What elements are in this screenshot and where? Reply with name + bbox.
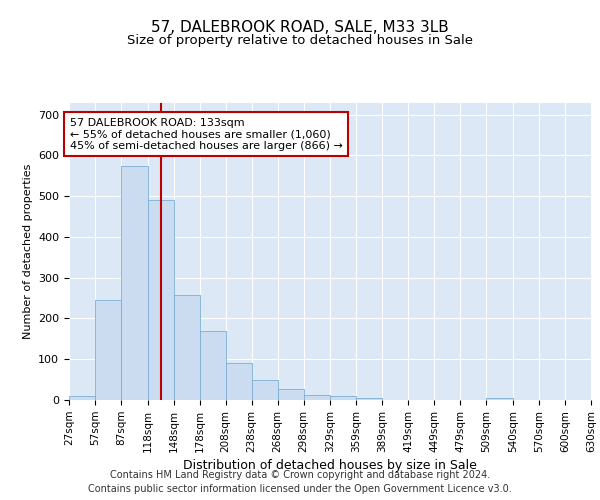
Bar bbox=[69, 396, 95, 400]
Bar bbox=[121, 166, 148, 400]
Text: Contains HM Land Registry data © Crown copyright and database right 2024.: Contains HM Land Registry data © Crown c… bbox=[110, 470, 490, 480]
X-axis label: Distribution of detached houses by size in Sale: Distribution of detached houses by size … bbox=[183, 459, 477, 472]
Text: 57 DALEBROOK ROAD: 133sqm
← 55% of detached houses are smaller (1,060)
45% of se: 57 DALEBROOK ROAD: 133sqm ← 55% of detac… bbox=[70, 118, 343, 151]
Bar bbox=[226, 362, 251, 400]
Bar bbox=[174, 295, 200, 400]
Bar bbox=[251, 380, 278, 400]
Bar bbox=[331, 396, 356, 400]
Bar bbox=[356, 398, 382, 400]
Text: Size of property relative to detached houses in Sale: Size of property relative to detached ho… bbox=[127, 34, 473, 47]
Text: 57, DALEBROOK ROAD, SALE, M33 3LB: 57, DALEBROOK ROAD, SALE, M33 3LB bbox=[151, 20, 449, 35]
Bar bbox=[486, 398, 513, 400]
Text: Contains public sector information licensed under the Open Government Licence v3: Contains public sector information licen… bbox=[88, 484, 512, 494]
Bar bbox=[148, 200, 174, 400]
Bar bbox=[278, 389, 304, 400]
Bar bbox=[95, 300, 121, 400]
Bar bbox=[304, 395, 331, 400]
Bar bbox=[200, 330, 226, 400]
Y-axis label: Number of detached properties: Number of detached properties bbox=[23, 164, 32, 339]
